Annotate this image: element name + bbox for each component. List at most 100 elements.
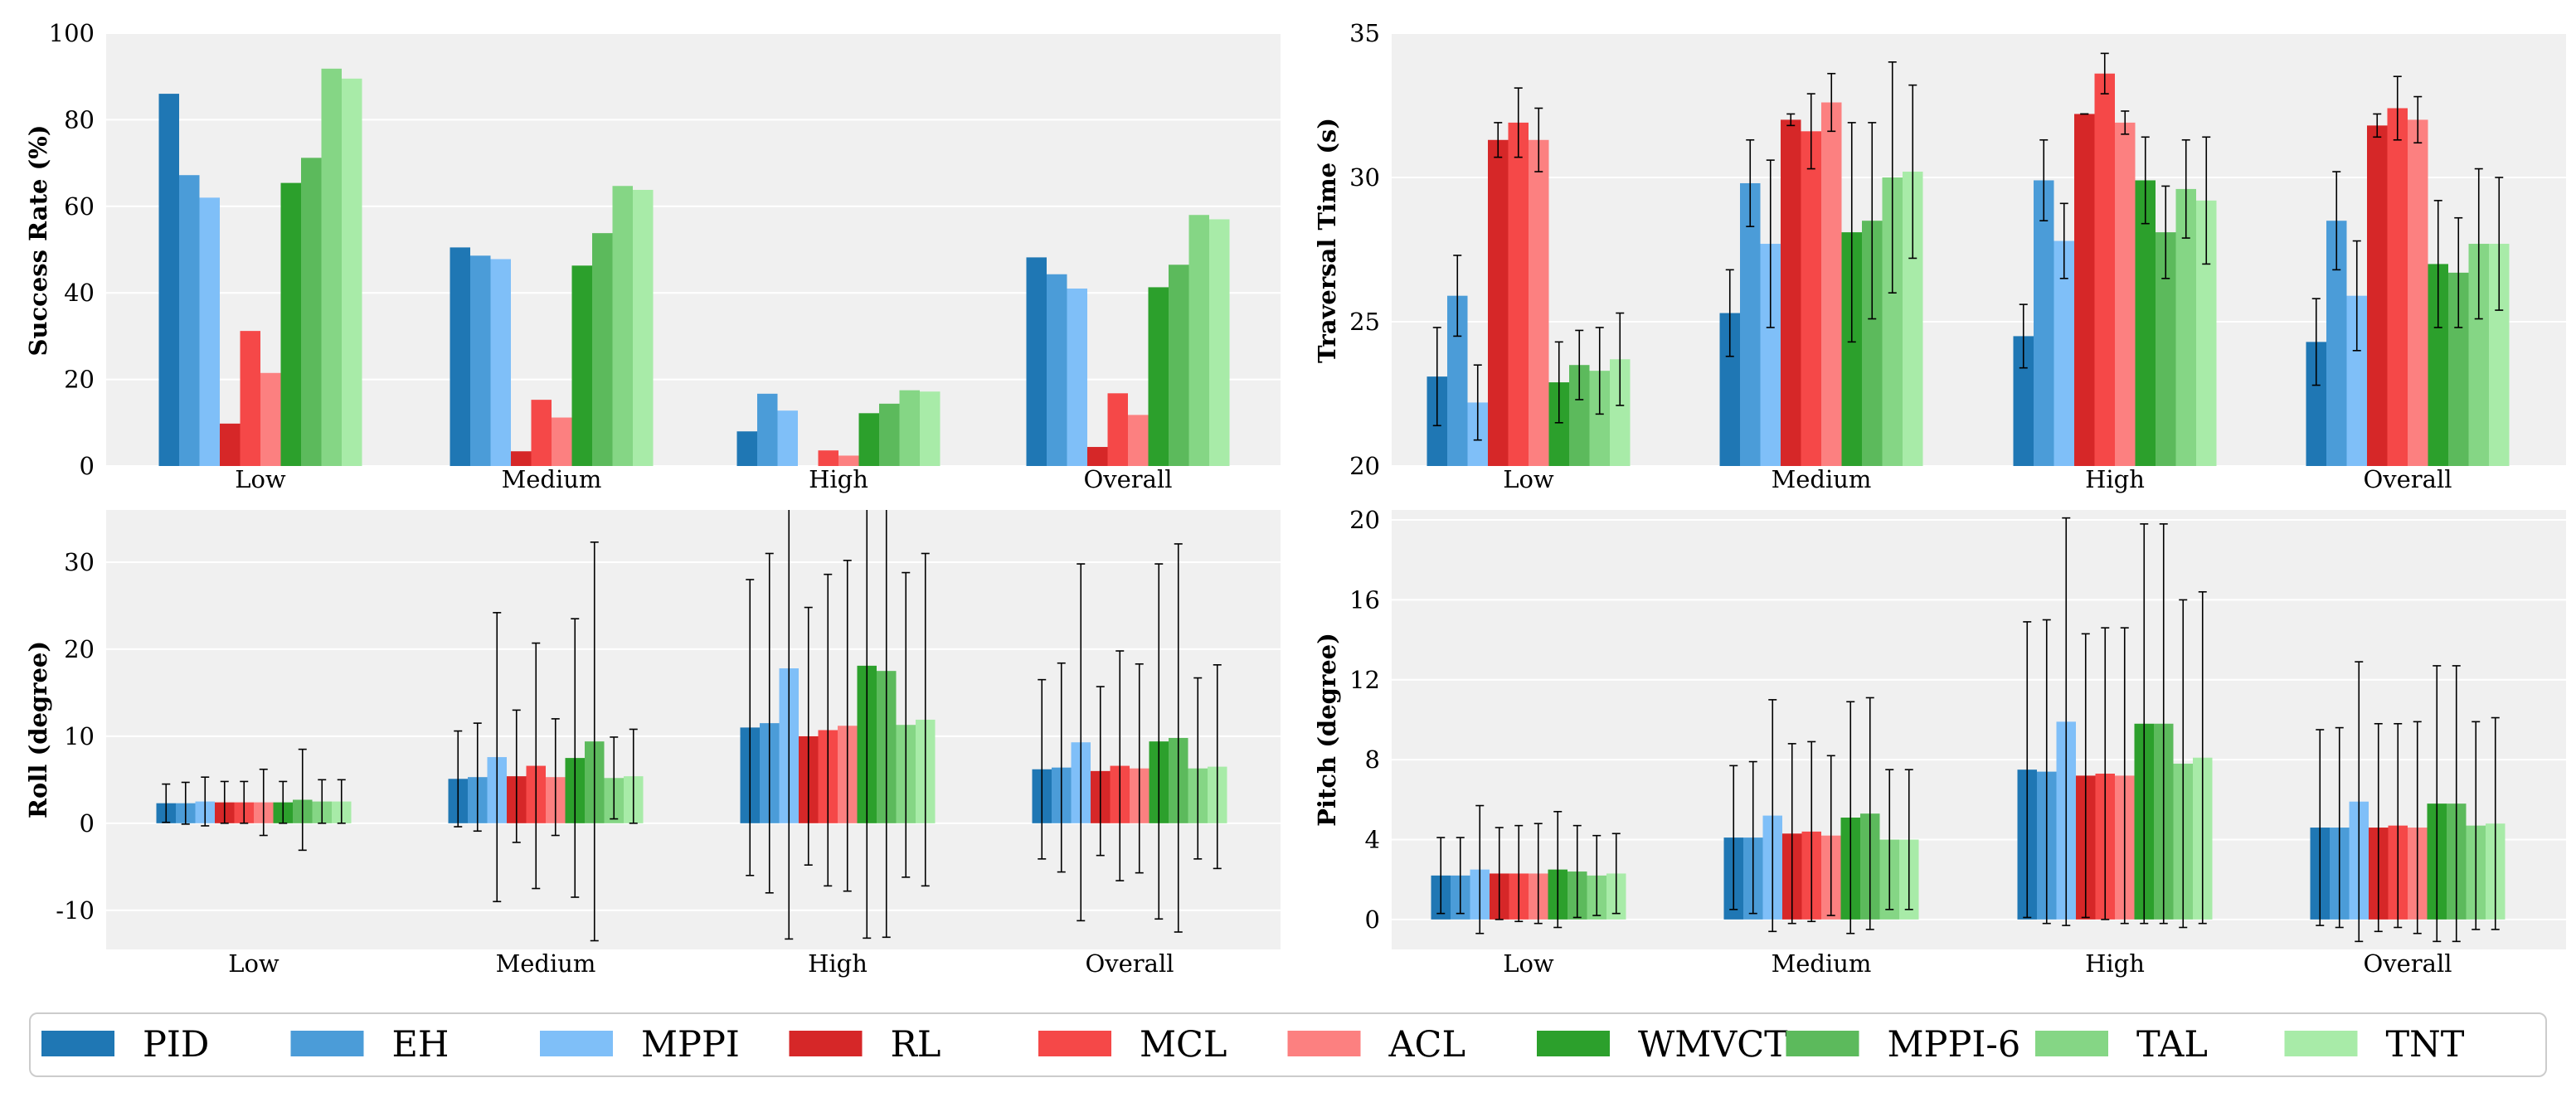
bar-eh-high xyxy=(2034,180,2054,467)
errorbar xyxy=(1885,769,1894,910)
errorbar xyxy=(571,618,580,898)
panel-pitch: Pitch (degree) xyxy=(1313,633,1341,827)
errorbar xyxy=(2042,619,2051,925)
plot-success-rate: 0 20 40 60 80 100 Low Medium High Overall xyxy=(49,19,1281,493)
bar-mppi-low xyxy=(199,197,220,467)
y-tick-label: 12 xyxy=(1349,666,1380,694)
legend-label-mppi-6: MPPI-6 xyxy=(1888,1024,2021,1066)
bar-rl-medium xyxy=(1781,119,1801,466)
bar-eh-low xyxy=(179,175,200,466)
plot-pitch: 0 4 8 12 16 20 Low Medium High Overall xyxy=(1349,506,2566,978)
x-tick-label: Low xyxy=(235,465,286,493)
legend-swatch-rl xyxy=(789,1031,863,1056)
errorbar xyxy=(1038,678,1047,860)
bar-rl-low xyxy=(220,423,241,466)
errorbar xyxy=(2059,202,2068,279)
errorbar xyxy=(1494,122,1503,158)
bar-rl-overall xyxy=(2367,125,2388,467)
ylabel-success-rate: Success Rate (%) xyxy=(24,124,52,356)
errorbar xyxy=(298,748,307,852)
errorbar xyxy=(1847,122,1856,343)
errorbar xyxy=(532,642,541,890)
x-tick-label: Medium xyxy=(1772,949,1872,978)
errorbar xyxy=(1904,769,1913,910)
legend-swatch-wmvct xyxy=(1537,1031,1610,1056)
errorbar xyxy=(1746,138,1755,227)
y-tick-label: 25 xyxy=(1349,308,1380,336)
errorbar xyxy=(2181,138,2190,239)
errorbar xyxy=(1432,327,1441,427)
errorbar xyxy=(454,730,463,828)
x-tick-label: High xyxy=(2085,949,2145,978)
y-tick-label: 60 xyxy=(64,192,95,221)
x-tick-label: High xyxy=(2085,465,2145,493)
bar-wmvct-medium xyxy=(571,265,592,466)
plot-roll: -10 0 10 20 30 Low Medium High Overall xyxy=(56,510,1281,978)
errorbar xyxy=(2433,200,2442,328)
bar-mppi-6-medium xyxy=(592,233,613,466)
errorbar xyxy=(2454,216,2463,328)
legend-label-rl: RL xyxy=(891,1024,941,1066)
errorbar xyxy=(1611,833,1621,915)
errorbar xyxy=(2140,523,2149,925)
errorbar xyxy=(1456,837,1465,915)
errorbar xyxy=(2081,633,2090,919)
bar-mcl-high xyxy=(2094,73,2115,466)
errorbar xyxy=(2120,627,2129,925)
errorbar xyxy=(2100,52,2109,95)
bar-wmvct-low xyxy=(280,182,301,466)
legend-label-mppi: MPPI xyxy=(641,1024,740,1066)
legend-swatch-mppi xyxy=(540,1031,613,1056)
x-tick-label: Overall xyxy=(1085,949,1174,978)
y-tick-label: 10 xyxy=(64,722,95,750)
y-tick-label: 4 xyxy=(1365,826,1380,854)
errorbar xyxy=(2394,722,2403,929)
y-tick-label: 20 xyxy=(64,635,95,663)
errorbar xyxy=(2373,113,2382,138)
bar-wmvct-high xyxy=(858,413,879,466)
errorbar xyxy=(1096,686,1105,857)
legend-label-tal: TAL xyxy=(2136,1024,2208,1066)
errorbar xyxy=(493,612,502,903)
errorbar xyxy=(1154,563,1164,920)
errorbar xyxy=(590,541,599,942)
errorbar xyxy=(1135,663,1144,874)
errorbar xyxy=(1514,824,1524,923)
bar-acl-medium xyxy=(552,417,572,466)
errorbar xyxy=(1768,699,1777,933)
bar-mppi-6-high xyxy=(879,403,900,466)
errorbar xyxy=(2141,136,2150,225)
errorbar xyxy=(1213,664,1222,870)
legend-swatch-mppi-6 xyxy=(1786,1031,1859,1056)
errorbar xyxy=(804,606,813,866)
bar-tnt-overall xyxy=(1209,219,1230,466)
errorbar xyxy=(240,780,249,824)
errorbar xyxy=(1786,113,1796,127)
legend-swatch-pid xyxy=(41,1031,114,1056)
errorbar xyxy=(629,728,638,824)
errorbar xyxy=(1868,122,1877,320)
errorbar xyxy=(201,776,210,827)
errorbar xyxy=(1595,327,1604,415)
plot-area xyxy=(106,510,1281,949)
y-tick-label: 100 xyxy=(49,19,95,47)
errorbar xyxy=(902,571,911,878)
legend-swatch-mcl xyxy=(1038,1031,1111,1056)
bar-rl-high xyxy=(2074,114,2095,466)
errorbar xyxy=(785,510,794,940)
bar-pid-overall xyxy=(1026,257,1047,466)
errorbar xyxy=(1473,364,1482,441)
errorbar xyxy=(318,779,327,824)
bar-tnt-high xyxy=(920,391,940,466)
bar-pid-medium xyxy=(450,247,470,466)
errorbar xyxy=(2159,523,2168,925)
y-tick-label: 8 xyxy=(1365,745,1380,774)
bar-mcl-medium xyxy=(1801,131,1821,466)
x-tick-label: Low xyxy=(1503,949,1554,978)
bar-mcl-overall xyxy=(2387,108,2408,467)
errorbar xyxy=(1572,824,1582,919)
errorbar xyxy=(2433,665,2442,943)
errorbar xyxy=(473,722,482,833)
x-tick-label: Low xyxy=(228,949,279,978)
